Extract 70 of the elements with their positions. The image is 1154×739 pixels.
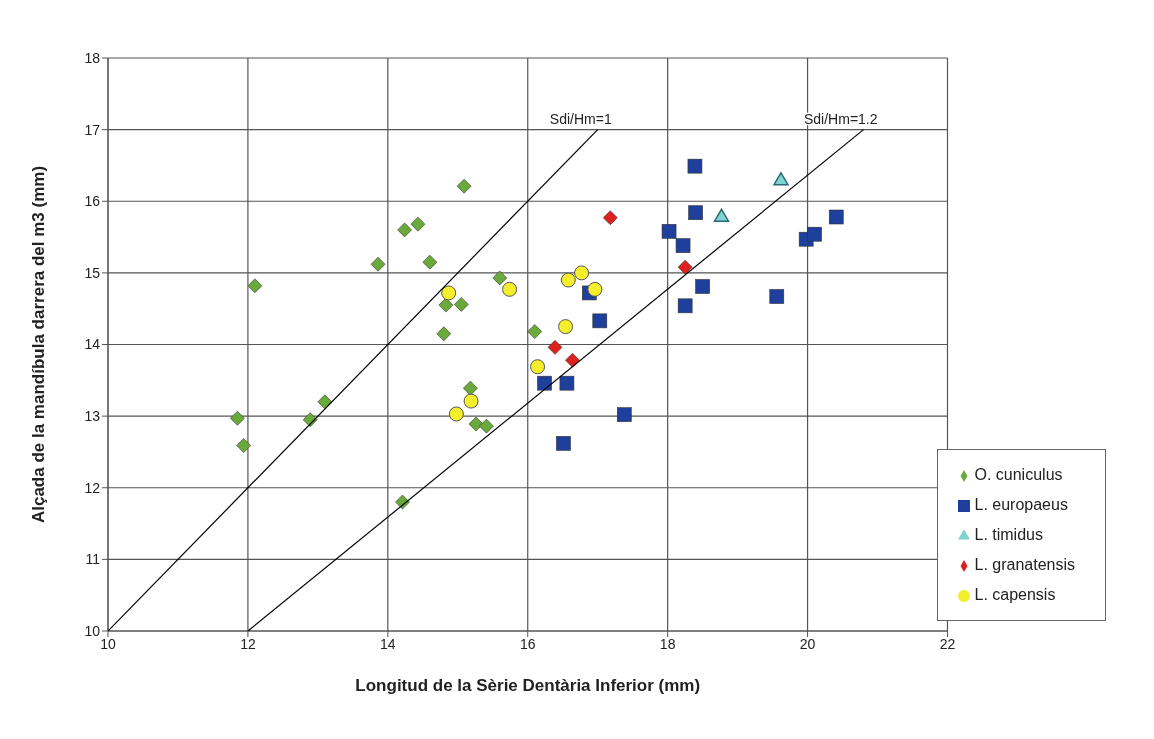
point [247, 278, 263, 294]
legend-label: L. timidus [974, 526, 1043, 543]
point [468, 416, 484, 432]
point [453, 297, 469, 312]
point [558, 319, 574, 335]
point [592, 313, 608, 329]
point [492, 270, 508, 286]
point [677, 259, 693, 275]
y-tick-label: 17 [84, 121, 101, 138]
point [463, 393, 479, 409]
point [713, 208, 730, 222]
x-tick-label: 22 [939, 635, 956, 652]
y-tick-label: 12 [84, 479, 101, 496]
point [602, 210, 618, 226]
point [769, 289, 785, 304]
point [410, 216, 426, 232]
point [560, 272, 576, 288]
point [527, 324, 543, 339]
series-label: Sdi/Hm=1 [549, 110, 612, 127]
point [574, 265, 590, 281]
point [436, 326, 452, 342]
point [537, 375, 552, 391]
point [502, 281, 518, 297]
point [828, 209, 844, 225]
point [661, 224, 677, 239]
y-tick-label: 13 [84, 408, 101, 425]
point [559, 375, 575, 391]
point [370, 256, 386, 272]
point [236, 438, 252, 453]
point [317, 394, 333, 410]
x-tick-label: 16 [519, 635, 536, 652]
point [463, 380, 478, 396]
x-tick-label: 20 [799, 635, 816, 652]
x-tick-label: 14 [380, 635, 396, 652]
y-tick-label: 14 [84, 336, 101, 353]
point [441, 285, 457, 301]
point [675, 238, 691, 253]
legend-label: L. granatensis [974, 556, 1075, 573]
y-tick-label: 16 [84, 193, 101, 210]
y-tick-label: 10 [84, 622, 101, 639]
legend-label: L. capensis [974, 586, 1056, 603]
y-axis-title: Alçada de la mandíbula darrera del m3 (mm) [29, 165, 49, 524]
point [773, 172, 789, 186]
point [530, 359, 546, 375]
point [677, 298, 693, 314]
point [479, 418, 494, 434]
point [616, 407, 632, 422]
y-tick-label: 15 [84, 264, 101, 281]
legend-label: L. europaeus [974, 496, 1068, 513]
point [695, 279, 710, 294]
point [448, 406, 464, 422]
point [587, 281, 603, 297]
x-tick-label: 10 [100, 635, 116, 652]
y-tick-label: 18 [84, 49, 101, 66]
x-tick-label: 12 [240, 635, 256, 652]
point [556, 436, 571, 451]
point [565, 352, 580, 368]
point [438, 297, 454, 313]
point [688, 205, 703, 221]
point [687, 158, 703, 174]
point [230, 410, 245, 426]
x-axis-title: Longitud de la Sèrie Dentària Inferior (mm) [355, 676, 701, 695]
point [547, 340, 563, 355]
point [422, 254, 438, 270]
y-tick-label: 11 [85, 551, 101, 568]
point [456, 178, 472, 194]
x-tick-label: 18 [659, 635, 676, 652]
point [807, 226, 822, 242]
legend-label: O. cuniculus [974, 466, 1063, 483]
point [397, 222, 412, 238]
